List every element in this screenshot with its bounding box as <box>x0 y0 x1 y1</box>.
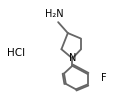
Text: HCl: HCl <box>7 48 25 58</box>
Text: F: F <box>101 73 107 83</box>
Text: N: N <box>69 53 76 63</box>
Text: H₂N: H₂N <box>45 9 63 19</box>
